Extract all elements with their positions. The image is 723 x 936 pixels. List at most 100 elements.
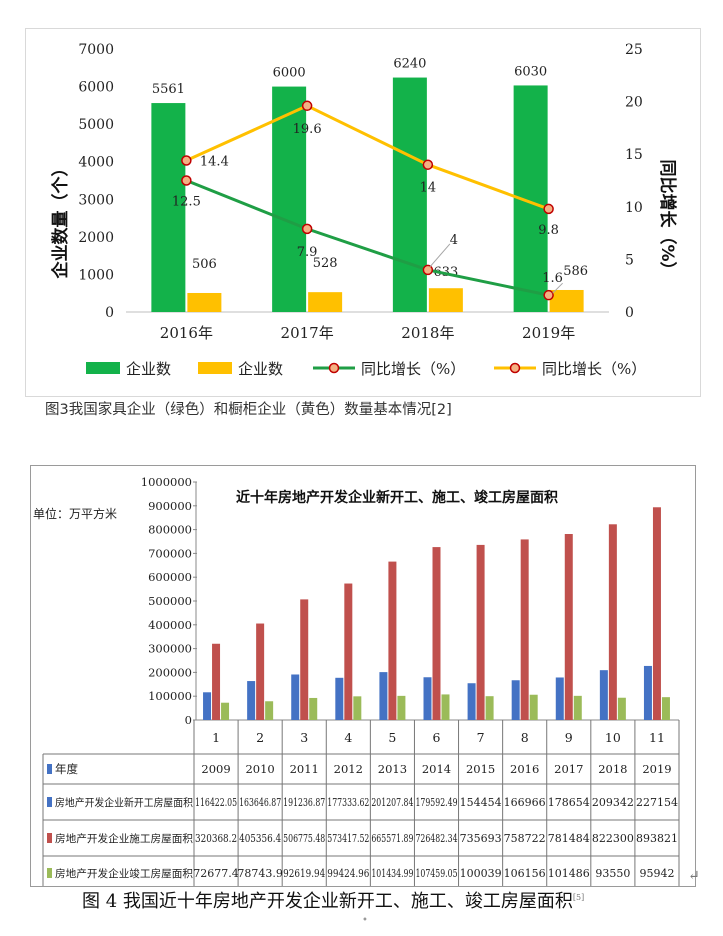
leader-line xyxy=(552,282,563,294)
x-tick-label: 2019年 xyxy=(522,324,575,342)
bar-series-3 xyxy=(353,696,362,720)
bar-series-1 xyxy=(511,680,520,720)
green-bar xyxy=(151,103,186,313)
table-year-cell: 2019 xyxy=(642,762,671,776)
x-tick-label: 7 xyxy=(477,730,485,745)
table-value-cell: 405356.4 xyxy=(239,832,281,845)
table-year-cell: 2009 xyxy=(201,762,230,776)
table-value-cell: 209342 xyxy=(592,796,634,809)
bar-series-1 xyxy=(335,677,344,720)
table-year-cell: 2015 xyxy=(466,762,495,776)
yellow-growth-point xyxy=(543,203,554,215)
legend-label: 同比增长（%） xyxy=(542,360,646,378)
x-tick-label: 11 xyxy=(649,730,665,745)
legend-marker xyxy=(328,362,340,374)
chart-housing-area: 单位：万平方米 近十年房地产开发企业新开工、施工、竣工房屋面积 0 100000 2… xyxy=(30,465,696,887)
figure4-caption: 图 4 我国近十年房地产开发企业新开工、施工、竣工房屋面积[5] xyxy=(82,887,584,913)
y-tick-label: 300000 xyxy=(148,642,192,656)
bar-series-3 xyxy=(397,695,406,720)
bar-series-1 xyxy=(599,670,608,720)
bar-series-2 xyxy=(388,561,397,720)
yellow-bar-label: 506 xyxy=(192,257,217,272)
x-tick-label: 2017年 xyxy=(281,324,334,342)
yellow-bar-label: 528 xyxy=(313,256,338,271)
x-tick-label: 2016年 xyxy=(160,324,213,342)
table-value-cell: 106156 xyxy=(504,867,546,880)
bar-series-3 xyxy=(485,696,494,720)
right-tick-label: 15 xyxy=(625,147,643,163)
bar-series-3 xyxy=(441,694,450,720)
table-row-label: 房地产开发企业竣工房屋面积 xyxy=(55,867,194,880)
yellow-growth-label: 14.4 xyxy=(200,155,229,170)
left-tick-label: 1000 xyxy=(78,267,114,283)
x-tick-label: 9 xyxy=(565,730,573,745)
table-value-cell: 72677.4 xyxy=(193,867,239,880)
figure4-reference: [5] xyxy=(572,893,585,902)
bar-series-1 xyxy=(555,677,564,720)
green-growth-label: 12.5 xyxy=(172,195,201,210)
bar-series-1 xyxy=(467,683,476,720)
right-tick-label: 0 xyxy=(625,305,634,321)
legend-label: 同比增长（%） xyxy=(361,360,465,378)
legend-swatch-year xyxy=(47,764,52,774)
legend-swatch xyxy=(86,362,120,374)
legend-swatch-series-3 xyxy=(47,868,52,878)
y-tick-label: 500000 xyxy=(148,594,192,608)
table-year-cell: 2017 xyxy=(554,762,583,776)
table-row-label: 房地产开发企业施工房屋面积 xyxy=(55,832,194,845)
right-tick-label: 20 xyxy=(625,95,643,111)
left-tick-label: 5000 xyxy=(78,117,114,133)
bar-series-3 xyxy=(661,697,670,720)
table-year-cell: 2013 xyxy=(378,762,407,776)
bar-series-2 xyxy=(564,534,573,720)
table-year-cell: 2016 xyxy=(510,762,539,776)
yellow-bar xyxy=(187,292,222,312)
table-value-cell: 506775.48 xyxy=(283,832,325,845)
bar-series-3 xyxy=(573,695,582,720)
right-tick-label: 10 xyxy=(625,200,643,216)
left-tick-label: 2000 xyxy=(78,230,114,246)
table-year-cell: 2010 xyxy=(245,762,274,776)
legend-label: 企业数 xyxy=(126,360,171,378)
bar-series-1 xyxy=(643,665,652,720)
table-value-cell: 116422.05 xyxy=(195,796,237,809)
green-bar xyxy=(392,77,427,312)
yellow-growth-point xyxy=(422,159,434,170)
table-value-cell: 822300 xyxy=(592,832,634,845)
yellow-growth-line xyxy=(185,104,550,211)
figure3-caption: 图3我国家具企业（绿色）和橱柜企业（黄色）数量基本情况[2] xyxy=(45,402,452,418)
leader-line xyxy=(429,243,451,268)
green-bar-label: 6030 xyxy=(514,64,547,79)
green-bar-label: 6000 xyxy=(273,66,306,81)
table-value-cell: 735693 xyxy=(460,832,502,845)
table-value-cell: 101486 xyxy=(548,867,590,880)
y-tick-label: 1000000 xyxy=(141,475,192,489)
chart-enterprise-count: 0 1000 2000 3000 4000 5000 6000 7000 0 5 10 15 20 25… xyxy=(25,28,701,397)
yellow-growth-label: 19.6 xyxy=(293,122,322,137)
table-value-cell: 191236.87 xyxy=(283,796,325,809)
bar-series-2 xyxy=(344,583,353,720)
bar-series-3 xyxy=(265,701,274,720)
x-tick-label: 4 xyxy=(344,730,352,745)
right-tick-label: 5 xyxy=(625,252,634,268)
legend-marker xyxy=(509,362,521,374)
yellow-bar xyxy=(428,288,463,312)
x-tick-label: 3 xyxy=(300,730,308,745)
bar-series-1 xyxy=(379,672,388,720)
table-value-cell: 95942 xyxy=(639,867,674,880)
green-bar-label: 6240 xyxy=(393,57,426,72)
green-growth-label: 1.6 xyxy=(542,271,563,286)
y-tick-label: 0 xyxy=(185,713,192,727)
left-tick-label: 6000 xyxy=(78,80,114,96)
table-value-cell: 178654 xyxy=(548,796,590,809)
bar-series-3 xyxy=(221,702,230,720)
bar-series-2 xyxy=(212,643,221,720)
table-value-cell: 726482.34 xyxy=(415,832,457,845)
table-row-label: 房地产开发企业新开工房屋面积 xyxy=(55,796,193,809)
x-tick-label: 8 xyxy=(521,730,529,745)
table-value-cell: 93550 xyxy=(595,867,630,880)
table-value-cell: 92619.94 xyxy=(283,867,325,880)
yellow-growth-label: 9.8 xyxy=(538,223,559,238)
legend-label: 企业数 xyxy=(238,360,283,378)
table-year-cell: 2018 xyxy=(598,762,627,776)
